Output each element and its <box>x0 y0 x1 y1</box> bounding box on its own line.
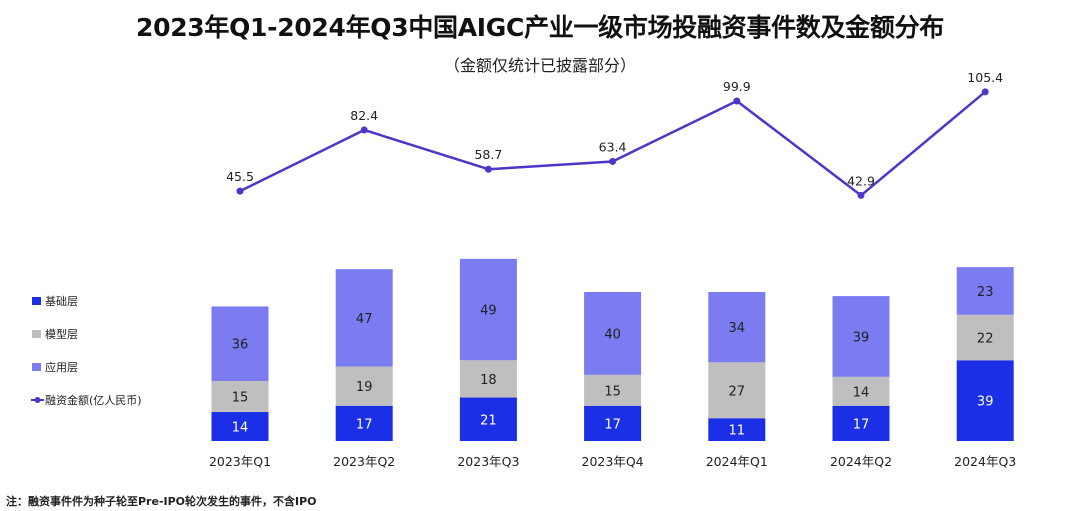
bar-value-label: 49 <box>480 304 497 319</box>
bar-segment <box>211 306 269 381</box>
amount-point <box>733 97 741 105</box>
bar-value-label: 15 <box>604 384 621 399</box>
amount-point <box>981 88 989 96</box>
chart-subtitle: （金额仅统计已披露部分） <box>443 56 636 75</box>
bar-segment <box>832 376 890 406</box>
footnote: 注：融资事件件为种子轮至Pre-IPO轮次发生的事件，不含IPO <box>6 495 317 508</box>
bar-group: 14 15 36 17 19 47 21 18 49 17 15 40 11 27 34 17 14 39 39 22… <box>211 258 1014 441</box>
bar-value-label: 18 <box>480 373 497 388</box>
bar-segment <box>211 380 269 413</box>
bar-value-label: 17 <box>604 417 621 432</box>
amount-value-label: 105.4 <box>967 70 1003 85</box>
bar-value-label: 36 <box>232 338 249 353</box>
bar-segment <box>584 291 642 375</box>
x-tick-label: 2024年Q2 <box>830 454 892 469</box>
bar-segment <box>956 314 1014 361</box>
bar-segment <box>832 296 890 377</box>
bar-segment <box>956 267 1014 315</box>
legend-label: 基础层 <box>45 295 78 308</box>
bar-value-label: 47 <box>356 312 373 327</box>
legend-swatch <box>32 330 41 338</box>
x-axis: 2023年Q1 2023年Q2 2023年Q3 2023年Q4 2024年Q1 2024年… <box>209 454 1016 469</box>
amount-point <box>484 165 492 173</box>
amount-value-label: 63.4 <box>599 139 627 154</box>
bar-value-label: 22 <box>977 332 994 347</box>
legend-swatch <box>32 363 41 371</box>
bar-value-label: 14 <box>853 385 870 400</box>
bar-value-label: 39 <box>853 330 870 345</box>
chart-title: 2023年Q1-2024年Q3中国AIGC产业一级市场投融资事件数及金额分布 <box>136 13 944 42</box>
bar-value-label: 27 <box>729 384 746 399</box>
amount-point <box>236 187 244 195</box>
bar-value-label: 15 <box>232 390 249 405</box>
bar-value-label: 19 <box>356 380 373 395</box>
bar-segment <box>459 360 517 398</box>
amount-point <box>609 157 617 165</box>
amount-value-label: 45.5 <box>226 169 254 184</box>
bar-value-label: 11 <box>729 424 746 439</box>
amount-point <box>857 191 865 199</box>
legend-swatch <box>32 297 41 305</box>
x-tick-label: 2024年Q3 <box>954 454 1016 469</box>
bar-segment <box>335 366 393 406</box>
bar-value-label: 14 <box>232 421 249 436</box>
bar-value-label: 23 <box>977 285 994 300</box>
bar-value-label: 21 <box>480 413 497 428</box>
bar-segment <box>832 405 890 441</box>
bar-segment <box>584 405 642 441</box>
amount-value-label: 99.9 <box>723 79 751 94</box>
legend-label: 融资金额(亿人民币) <box>45 393 142 407</box>
bar-value-label: 39 <box>977 395 994 410</box>
bar-segment <box>956 360 1014 441</box>
x-tick-label: 2023年Q4 <box>582 454 644 469</box>
bar-segment <box>335 269 393 367</box>
bar-value-label: 17 <box>853 417 870 432</box>
bar-segment <box>584 374 642 406</box>
x-tick-label: 2023年Q2 <box>333 454 395 469</box>
legend-marker <box>34 397 41 403</box>
amount-value-label: 82.4 <box>350 108 378 123</box>
bar-segment <box>459 397 517 441</box>
bar-value-label: 40 <box>604 327 621 342</box>
legend-label: 模型层 <box>45 327 78 341</box>
bar-segment <box>459 258 517 361</box>
legend-label: 应用层 <box>45 360 78 374</box>
amount-value-label: 58.7 <box>474 147 502 162</box>
bar-segment <box>708 418 766 441</box>
bar-segment <box>335 405 393 441</box>
bar-segment <box>708 362 766 419</box>
amount-line-group: 45.5 82.4 58.7 63.4 99.9 42.9 105.4 <box>226 70 1003 199</box>
amount-point <box>360 126 368 134</box>
amount-value-label: 42.9 <box>847 173 875 188</box>
bar-value-label: 34 <box>729 321 746 336</box>
x-tick-label: 2024年Q1 <box>706 454 768 469</box>
x-tick-label: 2023年Q3 <box>457 454 519 469</box>
bar-value-label: 17 <box>356 417 373 432</box>
bar-segment <box>708 291 766 363</box>
x-tick-label: 2023年Q1 <box>209 454 271 469</box>
bar-segment <box>211 412 269 441</box>
